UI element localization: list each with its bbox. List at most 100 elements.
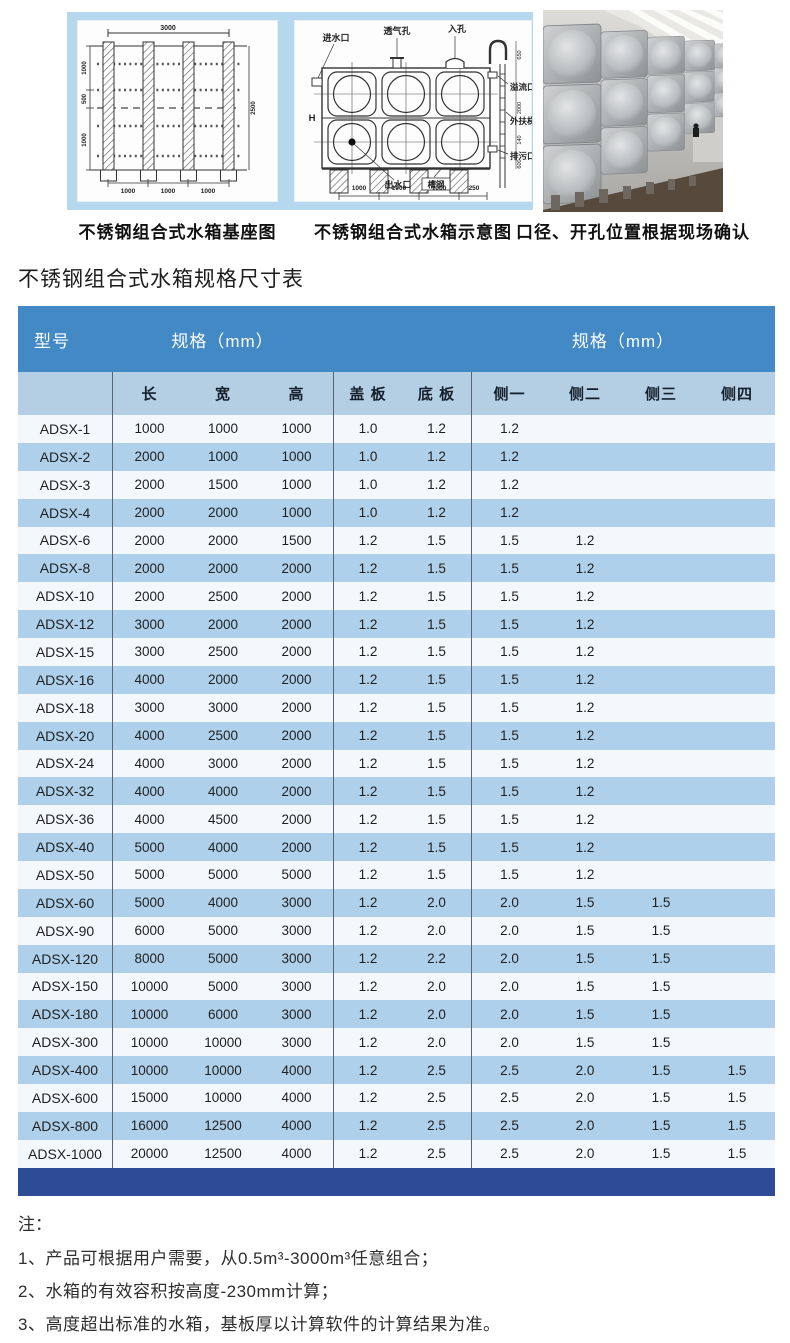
value-cell bbox=[623, 666, 699, 694]
value-cell: 1000 bbox=[112, 415, 186, 443]
value-cell: 1.5 bbox=[427, 616, 446, 632]
table-row: ADSX-4 2000 2000 1000 1.0 1.2 1.2 bbox=[18, 498, 775, 527]
col-cover-plate: 盖 板 bbox=[333, 372, 402, 415]
value-cell: 12500 bbox=[204, 1118, 242, 1134]
value-cell: 1.2 bbox=[575, 867, 595, 883]
header-spec-group-2: 规格（mm） bbox=[571, 331, 675, 351]
value-cell: 1500 bbox=[207, 477, 239, 493]
value-cell: 1.2 bbox=[333, 916, 402, 945]
dim-right-c: 140 bbox=[517, 135, 523, 144]
value-cell: 1.5 bbox=[427, 811, 446, 827]
schematic-drawing: 进水口 透气孔 入孔 溢流口 外扶梯 排污口 出水口 槽钢 H 650 2000… bbox=[309, 23, 532, 200]
value-cell: 2000 bbox=[281, 672, 312, 688]
header-model: 型号 bbox=[34, 331, 70, 351]
model-cell: ADSX-18 bbox=[35, 699, 95, 716]
table-row: ADSX-15 3000 2500 2000 1.2 1.5 1.5 1.2 bbox=[18, 638, 775, 666]
note-item-3: 3、高度超出标准的水箱，基板厚以计算软件的计算结果为准。 bbox=[18, 1315, 501, 1334]
value-cell: 1000 bbox=[281, 477, 312, 493]
inlet-fitting bbox=[311, 77, 323, 87]
value-cell bbox=[623, 499, 699, 527]
value-cell: 1.2 bbox=[575, 755, 595, 771]
value-cell: 2000 bbox=[112, 442, 186, 471]
value-cell: 2000 bbox=[207, 616, 239, 632]
dim-left-a: 1000 bbox=[82, 61, 88, 75]
value-cell: 1.5 bbox=[471, 554, 547, 583]
table-row: ADSX-20 4000 2500 2000 1.2 1.5 1.5 1.2 bbox=[18, 721, 775, 750]
value-cell bbox=[699, 945, 775, 973]
value-cell: 1.5 bbox=[575, 951, 595, 967]
value-cell: 2.5 bbox=[471, 1056, 547, 1084]
value-cell: 1.2 bbox=[333, 861, 402, 889]
value-cell bbox=[699, 666, 775, 694]
value-cell: 1.2 bbox=[333, 526, 402, 555]
value-cell: 2.0 bbox=[471, 888, 547, 917]
value-cell: 1.2 bbox=[333, 1028, 402, 1057]
value-cell: 2000 bbox=[112, 582, 186, 611]
value-cell: 2.0 bbox=[575, 1118, 595, 1134]
value-cell bbox=[699, 973, 775, 1001]
notes-section: 注： 1、产品可根据用户需要，从0.5m³-3000m³任意组合； 2、水箱的有… bbox=[18, 1210, 500, 1343]
table-row: ADSX-36 4000 4500 2000 1.2 1.5 1.5 1.2 bbox=[18, 805, 775, 834]
model-cell: ADSX-4 bbox=[39, 504, 91, 521]
model-cell: ADSX-8 bbox=[39, 560, 91, 577]
value-cell: 1.2 bbox=[575, 532, 595, 548]
model-cell: ADSX-1000 bbox=[28, 1145, 102, 1162]
value-cell: 2000 bbox=[281, 700, 312, 716]
value-cell: 1.2 bbox=[333, 638, 402, 666]
table-row: ADSX-8 2000 2000 2000 1.2 1.5 1.5 1.2 bbox=[18, 554, 775, 583]
value-cell bbox=[699, 443, 775, 471]
value-cell: 1.2 bbox=[333, 554, 402, 583]
value-cell: 1.2 bbox=[575, 616, 595, 632]
value-cell bbox=[623, 694, 699, 722]
value-cell: 1.5 bbox=[651, 1118, 671, 1134]
dim-right: 2500 bbox=[251, 101, 257, 115]
value-cell: 10000 bbox=[112, 972, 186, 1001]
value-cell bbox=[699, 638, 775, 666]
value-cell: 1.2 bbox=[333, 805, 402, 834]
value-cell bbox=[623, 582, 699, 610]
model-cell: ADSX-2 bbox=[39, 448, 91, 465]
value-cell: 8000 bbox=[112, 944, 186, 973]
model-cell: ADSX-90 bbox=[35, 922, 95, 939]
table-subheader: 长 宽 高 盖 板 底 板 侧一 侧二 侧三 侧四 bbox=[18, 372, 775, 415]
value-cell: 4000 bbox=[281, 1062, 312, 1078]
model-cell: ADSX-50 bbox=[35, 866, 95, 883]
value-cell: 5000 bbox=[112, 833, 186, 861]
value-cell: 2.0 bbox=[471, 916, 547, 945]
value-cell: 1.2 bbox=[575, 560, 595, 576]
value-cell bbox=[699, 415, 775, 443]
value-cell: 2000 bbox=[112, 498, 186, 527]
value-cell: 4000 bbox=[281, 1090, 312, 1106]
value-cell: 2.0 bbox=[427, 923, 446, 939]
value-cell: 2000 bbox=[281, 811, 312, 827]
value-cell: 4000 bbox=[112, 749, 186, 778]
value-cell: 1.5 bbox=[471, 777, 547, 806]
model-cell: ADSX-15 bbox=[35, 643, 95, 660]
value-cell: 16000 bbox=[112, 1111, 186, 1140]
value-cell: 3000 bbox=[281, 895, 312, 911]
value-cell: 1500 bbox=[281, 532, 312, 548]
value-cell: 1.2 bbox=[471, 498, 547, 527]
dim-bottom-a: 1000 bbox=[352, 185, 367, 192]
table-row: ADSX-800 16000 12500 4000 1.2 2.5 2.5 2.0 1.5 1.5 bbox=[18, 1111, 775, 1140]
value-cell: 1.2 bbox=[333, 972, 402, 1001]
value-cell: 1.5 bbox=[727, 1062, 747, 1078]
value-cell: 1.5 bbox=[471, 861, 547, 889]
value-cell: 1.2 bbox=[575, 728, 595, 744]
value-cell: 4000 bbox=[207, 895, 239, 911]
value-cell bbox=[547, 443, 623, 471]
value-cell: 1.2 bbox=[471, 442, 547, 471]
value-cell: 12500 bbox=[204, 1146, 242, 1162]
model-cell: ADSX-20 bbox=[35, 727, 95, 744]
value-cell: 1.5 bbox=[575, 1006, 595, 1022]
value-cell: 2.2 bbox=[427, 951, 446, 967]
value-cell: 1.5 bbox=[471, 693, 547, 722]
value-cell bbox=[623, 833, 699, 861]
table-row: ADSX-2 2000 1000 1000 1.0 1.2 1.2 bbox=[18, 442, 775, 471]
value-cell: 1.2 bbox=[427, 421, 446, 437]
value-cell bbox=[623, 777, 699, 805]
value-cell bbox=[699, 527, 775, 555]
value-cell: 2500 bbox=[207, 588, 239, 604]
value-cell bbox=[699, 889, 775, 917]
value-cell: 1.5 bbox=[471, 721, 547, 750]
